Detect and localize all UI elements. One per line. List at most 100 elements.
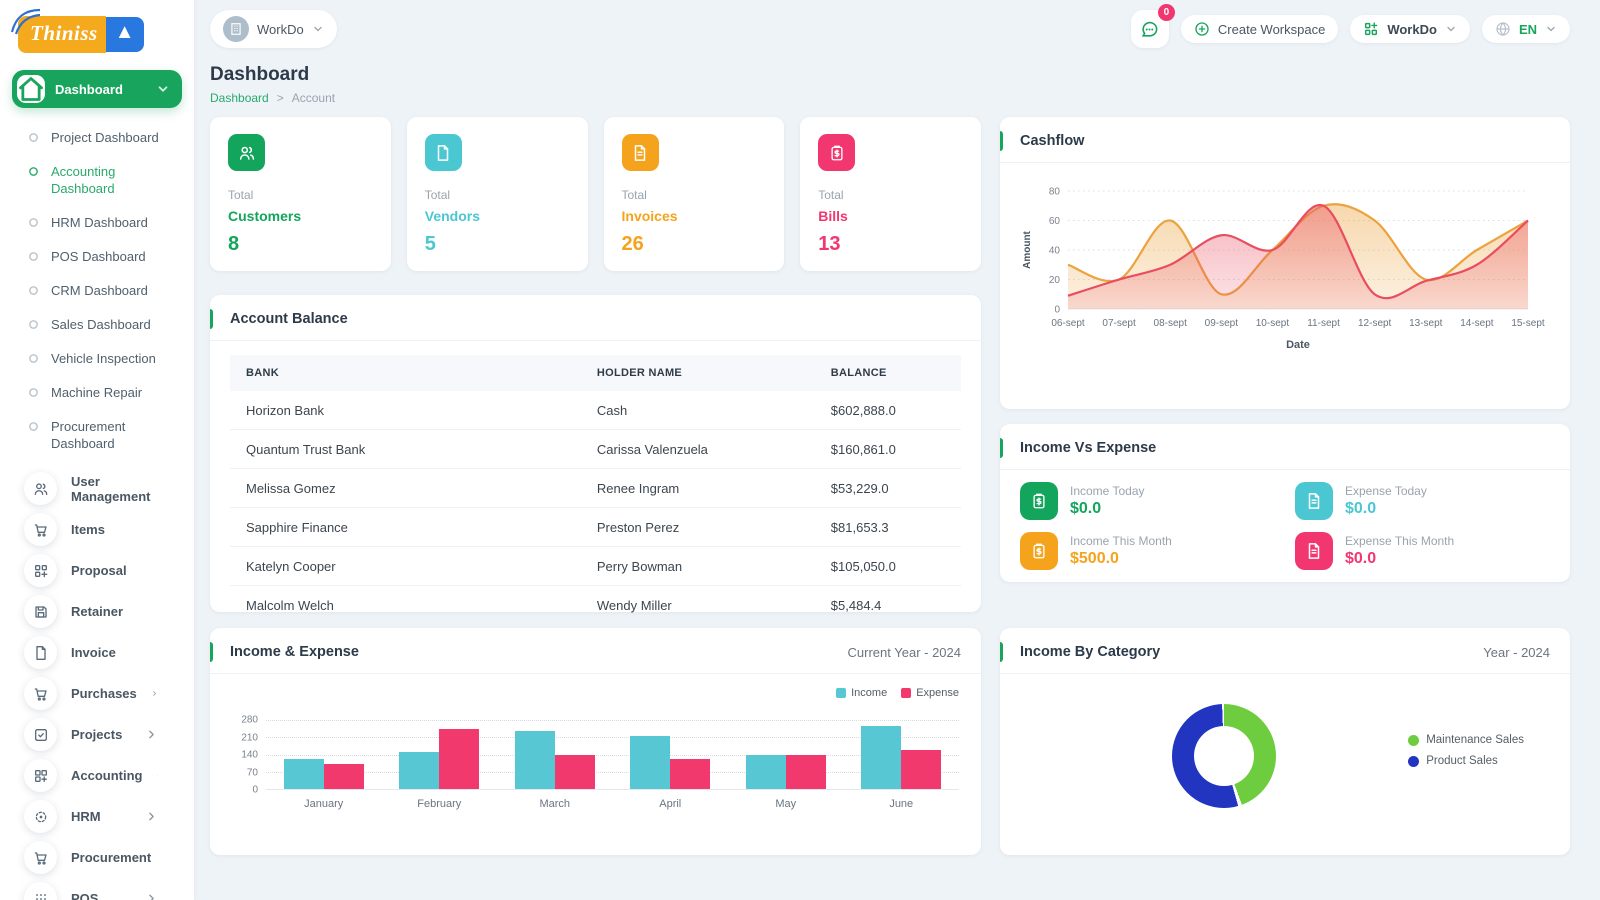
sidebar-subitem-hrm-dashboard[interactable]: HRM Dashboard — [28, 205, 182, 239]
sidebar-item-accounting[interactable]: Accounting — [18, 755, 182, 796]
ive-item-income-today: Income Today $0.0 — [1020, 482, 1275, 520]
sidebar-subitem-pos-dashboard[interactable]: POS Dashboard — [28, 239, 182, 273]
income-expense-bar-chart: Income Expense 0 70 140 210 280 January Februa… — [210, 674, 981, 810]
ive-value: $500.0 — [1070, 550, 1119, 567]
file-icon — [424, 134, 462, 171]
sidebar-item-label: HRM — [71, 809, 101, 824]
holder-cell: Cash — [580, 391, 815, 430]
balance-cell: $5,484.4 — [830, 597, 882, 613]
breadcrumb-link-dashboard[interactable]: Dashboard — [210, 91, 269, 105]
ive-label: Expense This Month — [1345, 534, 1455, 548]
sidebar-subitem-label: Project Dashboard — [51, 129, 159, 145]
sidebar-subitem-machine-repair[interactable]: Machine Repair — [28, 375, 182, 409]
breadcrumb: Dashboard > Account — [210, 91, 1570, 105]
column-header: BALANCE — [814, 355, 961, 391]
chevron-down-icon — [312, 23, 324, 35]
sidebar-item-label: POS — [71, 891, 99, 900]
stat-label: Total — [818, 188, 844, 202]
chart-legend: Income Expense — [232, 684, 959, 702]
svg-text:07-sept: 07-sept — [1102, 318, 1136, 329]
breadcrumb-separator: > — [276, 91, 284, 105]
sidebar-subitem-accounting-dashboard[interactable]: Accounting Dashboard — [28, 154, 182, 205]
bar-income-january — [283, 759, 324, 789]
holder-cell: Carissa Valenzuela — [580, 429, 815, 469]
svg-text:Amount: Amount — [1022, 230, 1033, 268]
sidebar-item-procurement[interactable]: Procurement — [18, 837, 182, 878]
bank-cell: Katelyn Cooper — [230, 546, 581, 586]
stats-row: Total Customers 8 Total Vendors 5 Total Invoice… — [210, 117, 981, 271]
bar-group-february — [382, 720, 498, 789]
sidebar-item-items[interactable]: Items — [18, 509, 182, 550]
ive-label: Income Today — [1070, 484, 1145, 498]
svg-text:60: 60 — [1049, 216, 1061, 227]
table-row: Quantum Trust Bank Carissa Valenzuela $160… — [230, 429, 961, 469]
sidebar-item-proposal[interactable]: Proposal — [18, 550, 182, 591]
logo-arc-decoration — [10, 8, 41, 35]
sidebar-subitem-crm-dashboard[interactable]: CRM Dashboard — [28, 273, 182, 307]
svg-text:12-sept: 12-sept — [1358, 318, 1392, 329]
sidebar-item-invoice[interactable]: Invoice — [18, 632, 182, 673]
workspace-selector[interactable]: WorkDo — [210, 10, 337, 48]
clipboard-dollar-icon — [818, 134, 856, 171]
table-row: Malcolm Welch Wendy Miller $5,484.4 — [230, 586, 961, 625]
legend-item-maintenance-sales: Maintenance Sales — [1408, 734, 1524, 746]
ive-value: $0.0 — [1345, 550, 1377, 567]
bar-group-january — [266, 720, 382, 789]
sidebar-item-retainer[interactable]: Retainer — [18, 591, 182, 632]
circle-bullet-icon — [28, 166, 39, 177]
circle-bullet-icon — [28, 217, 39, 228]
sidebar-item-label: Items — [71, 522, 105, 537]
sidebar-item-label: Invoice — [71, 645, 116, 660]
column-header: HOLDER NAME — [580, 355, 815, 391]
bar-expense-june — [901, 750, 942, 789]
sidebar-subitem-sales-dashboard[interactable]: Sales Dashboard — [28, 307, 182, 341]
legend-item-income: Income — [836, 687, 887, 699]
bar-group-march — [497, 720, 613, 789]
bar-income-march — [514, 731, 555, 789]
svg-text:Date: Date — [1286, 339, 1310, 351]
svg-text:40: 40 — [1049, 246, 1061, 257]
stat-card-vendors: Total Vendors 5 — [406, 117, 588, 271]
chevron-right-icon — [145, 810, 158, 823]
sidebar-item-pos[interactable]: POS — [18, 878, 182, 900]
workspace-avatar — [223, 16, 249, 42]
card-title: Income Vs Expense — [1020, 440, 1157, 456]
sidebar-subitem-label: CRM Dashboard — [51, 282, 148, 298]
sidebar-item-purchases[interactable]: Purchases — [18, 673, 182, 714]
messages-button[interactable]: 0 — [1130, 4, 1175, 48]
language-selector[interactable]: EN — [1481, 15, 1570, 43]
svg-text:06-sept: 06-sept — [1051, 318, 1085, 329]
sidebar-item-user-management[interactable]: User Management — [18, 468, 182, 509]
create-workspace-button[interactable]: Create Workspace — [1180, 15, 1339, 43]
bank-cell: Horizon Bank — [230, 391, 581, 430]
holder-cell: Preston Perez — [580, 507, 815, 547]
bank-cell: Sapphire Finance — [230, 507, 581, 547]
donut-hole — [1194, 726, 1254, 786]
income-expense-card: Income & Expense Current Year - 2024 Inc… — [210, 628, 981, 855]
table-row: Sapphire Finance Preston Perez $81,653.3 — [230, 507, 961, 547]
sidebar-nav: Dashboard Project Dashboard Accounting Da… — [0, 62, 194, 900]
x-tick-label: January — [304, 798, 344, 810]
grid-plus-icon — [1363, 21, 1379, 37]
users-icon — [228, 134, 265, 171]
sidebar-subitem-vehicle-inspection[interactable]: Vehicle Inspection — [28, 341, 182, 375]
card-title: Account Balance — [230, 311, 348, 327]
page-title: Dashboard — [210, 64, 310, 85]
sidebar-item-label: User Management — [71, 473, 151, 504]
sidebar-main-menu: User Management Items Proposal Retainer Invo… — [12, 464, 182, 900]
table-row: Melissa Gomez Renee Ingram $53,229.0 — [230, 468, 961, 508]
sidebar-item-hrm[interactable]: HRM — [18, 796, 182, 837]
x-tick-label: June — [889, 798, 914, 810]
chevron-right-icon — [156, 769, 159, 782]
save-icon — [24, 595, 57, 628]
chevron-right-icon — [151, 687, 158, 700]
app-logo[interactable]: Thiniss ▲ — [0, 0, 194, 62]
sidebar-item-dashboard[interactable]: Dashboard — [12, 70, 182, 108]
stat-card-bills: Total Bills 13 — [800, 117, 981, 271]
sidebar-item-projects[interactable]: Projects — [18, 714, 182, 755]
workdo-menu-button[interactable]: WorkDo — [1350, 15, 1470, 43]
sidebar-subitem-procurement-dashboard[interactable]: Procurement Dashboard — [28, 409, 182, 460]
sidebar-subitem-project-dashboard[interactable]: Project Dashboard — [28, 120, 182, 154]
bar-expense-january — [323, 764, 364, 789]
donut-ring — [1172, 704, 1276, 808]
